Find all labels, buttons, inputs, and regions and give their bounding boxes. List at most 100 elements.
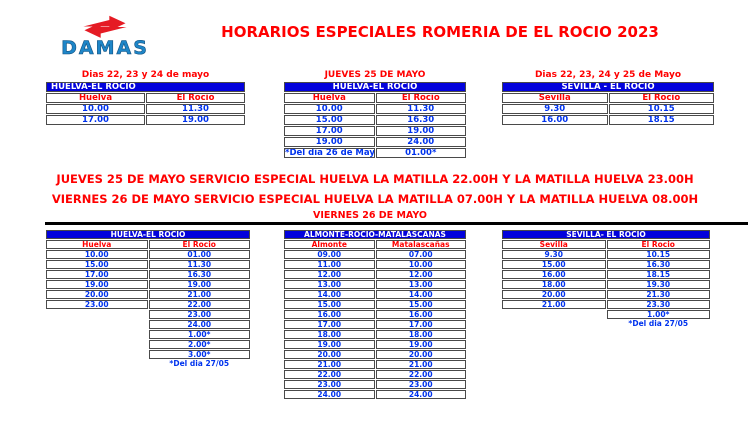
time-cell: 11.30 (148, 260, 250, 269)
time-cell: 22.00 (148, 300, 250, 309)
column-header: Almonte (284, 240, 375, 249)
time-cell: 01.00* (375, 148, 466, 158)
time-cell: 09.00 (284, 250, 375, 259)
time-cell: 17.00 (284, 126, 375, 136)
empty-cell (46, 340, 148, 349)
route-header: HUELVA-EL ROCIO (46, 230, 250, 239)
time-cell: 15.00 (284, 300, 375, 309)
time-cell: 19.00 (46, 280, 148, 289)
column-header: El Rocio (606, 240, 710, 249)
time-cell: 19.00 (148, 280, 250, 289)
time-cell: 13.00 (375, 280, 466, 289)
time-cell: 20.00 (502, 290, 606, 299)
time-cell: 18.15 (606, 270, 710, 279)
time-cell: 14.00 (375, 290, 466, 299)
time-cell: 9.30 (502, 104, 608, 114)
route-header: ALMONTE-ROCIO-MATALASCANAS (284, 230, 466, 239)
column-header: Sevilla (502, 93, 608, 103)
time-cell: 16.30 (375, 115, 466, 125)
section-title: VIERNES 26 DE MAYO (312, 210, 427, 221)
time-cell: 17.00 (46, 270, 148, 279)
empty-cell (46, 310, 148, 319)
time-cell: 24.00 (148, 320, 250, 329)
route-header: SEVILLA- EL ROCIO (502, 230, 710, 239)
empty-cell (46, 320, 148, 329)
time-cell: 13.00 (284, 280, 375, 289)
column-header: Matalascañas (375, 240, 466, 249)
table-caption: Dias 22, 23, 24 y 25 de Mayo (534, 70, 682, 80)
time-cell: 10.00 (46, 104, 145, 114)
footnote: *Del dia 27/05 (628, 320, 689, 327)
table-slot-huelva-rocio-jueves25: JUEVES 25 DE MAYO HUELVA-EL ROCIO Huelva E… (283, 70, 467, 159)
time-cell: 11.30 (146, 104, 245, 114)
route-header: HUELVA-EL ROCIO (284, 82, 466, 92)
page-title: HORARIOS ESPECIALES ROMERIA DE EL ROCIO … (221, 23, 659, 41)
time-cell: 20.00 (375, 350, 466, 359)
time-cell: 17.00 (284, 320, 375, 329)
time-cell: 10.15 (608, 104, 714, 114)
time-cell: 23.00 (284, 380, 375, 389)
time-cell: 23.00 (375, 380, 466, 389)
column-header: El Rocio (608, 93, 714, 103)
schedule-table-sevilla-rocio-dias22: SEVILLA - EL ROCIO Sevilla El Rocio 9.30 10.… (501, 81, 715, 126)
time-cell: 12.00 (375, 270, 466, 279)
time-cell: 21.00 (284, 360, 375, 369)
time-cell: 14.00 (284, 290, 375, 299)
time-cell: 23.30 (606, 300, 710, 309)
footnote: *Del dia 27/05 (169, 360, 230, 367)
time-cell: 21.30 (606, 290, 710, 299)
time-cell: 19.00 (375, 126, 466, 136)
schedule-table-almonte-matalascanas: ALMONTE-ROCIO-MATALASCANAS Almonte Matalas… (283, 229, 467, 400)
time-cell: 10.00 (284, 104, 375, 114)
time-cell: 16.00 (502, 270, 606, 279)
time-cell: 21.00 (375, 360, 466, 369)
table-slot-huelva-rocio-viernes26: HUELVA-EL ROCIO Huelva El Rocio 10.00 01.00 1… (45, 229, 251, 368)
time-cell: 23.00 (148, 310, 250, 319)
time-cell: 16.00 (502, 115, 608, 125)
damas-logo-text: DAMAS (61, 37, 149, 59)
table-slot-sevilla-rocio-viernes26: SEVILLA- EL ROCIO Sevilla El Rocio 9.30 10.1… (501, 229, 711, 328)
column-header: El Rocio (148, 240, 250, 249)
time-cell: 2.00* (148, 340, 250, 349)
time-cell: 24.00 (375, 390, 466, 399)
time-cell: 10.00 (46, 250, 148, 259)
table-caption: Dias 22, 23 y 24 de mayo (81, 70, 210, 80)
damas-arrows-icon (83, 15, 127, 38)
time-cell: 19.00 (284, 340, 375, 349)
time-cell: 16.00 (375, 310, 466, 319)
schedule-table-huelva-rocio-dias22: HUELVA-EL ROCIO Huelva El Rocio 10.00 11.30 1… (45, 81, 246, 126)
column-header: Huelva (284, 93, 375, 103)
column-header: Huelva (46, 240, 148, 249)
table-slot-almonte-matalascanas: ALMONTE-ROCIO-MATALASCANAS Almonte Matalas… (283, 229, 467, 400)
time-cell: 20.00 (284, 350, 375, 359)
time-cell: 15.00 (375, 300, 466, 309)
notice-line: VIERNES 26 DE MAYO SERVICIO ESPECIAL HUE… (51, 192, 699, 206)
time-cell: *Del dia 26 de Mayo (284, 148, 375, 158)
route-header: HUELVA-EL ROCIO (46, 82, 245, 92)
time-cell: 15.00 (502, 260, 606, 269)
divider-rule (45, 222, 748, 225)
column-header: Sevilla (502, 240, 606, 249)
route-header: SEVILLA - EL ROCIO (502, 82, 714, 92)
table-slot-huelva-rocio-dias22: Dias 22, 23 y 24 de mayo HUELVA-EL ROCIO… (45, 70, 246, 126)
empty-cell (502, 310, 606, 319)
time-cell: 19.00 (146, 115, 245, 125)
time-cell: 16.30 (606, 260, 710, 269)
schedule-table-huelva-rocio-viernes26: HUELVA-EL ROCIO Huelva El Rocio 10.00 01.00 1… (45, 229, 251, 368)
time-cell: 18.15 (608, 115, 714, 125)
column-header: El Rocio (375, 93, 466, 103)
time-cell: 1.00* (606, 310, 710, 319)
time-cell: 16.30 (148, 270, 250, 279)
time-cell: 19.00 (375, 340, 466, 349)
schedule-table-sevilla-rocio-viernes26: SEVILLA- EL ROCIO Sevilla El Rocio 9.30 10.1… (501, 229, 711, 328)
time-cell: 22.00 (375, 370, 466, 379)
time-cell: 17.00 (375, 320, 466, 329)
time-cell: 23.00 (46, 300, 148, 309)
time-cell: 24.00 (375, 137, 466, 147)
time-cell: 9.30 (502, 250, 606, 259)
time-cell: 20.00 (46, 290, 148, 299)
time-cell: 15.00 (46, 260, 148, 269)
special-service-notices: JUEVES 25 DE MAYO SERVICIO ESPECIAL HUEL… (0, 169, 750, 209)
time-cell: 18.00 (375, 330, 466, 339)
